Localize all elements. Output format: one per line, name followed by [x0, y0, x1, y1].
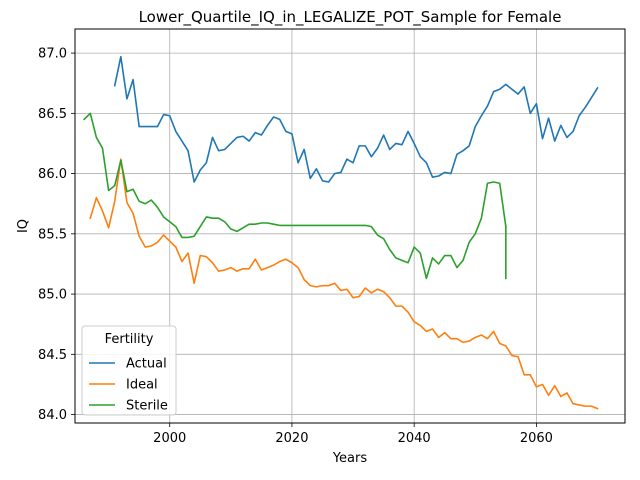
y-tick-label: 84.0: [38, 408, 67, 423]
y-tick-label: 87.0: [38, 47, 67, 62]
y-tick-label: 86.0: [38, 167, 67, 182]
legend-label-ideal: Ideal: [126, 378, 158, 393]
y-axis-ticks: 84.0 84.5 85.0 85.5 86.0 86.5 87.0: [38, 47, 75, 423]
series-lines: [83, 55, 599, 410]
series-line-actual: [113, 55, 599, 183]
chart-title: Lower_Quartile_IQ_in_LEGALIZE_POT_Sample…: [139, 8, 562, 27]
legend: Fertility Actual Ideal Sterile: [81, 325, 177, 416]
y-tick-label: 84.5: [38, 348, 67, 363]
plot-frame: [74, 28, 626, 424]
series-line-sterile: [83, 112, 507, 280]
x-axis-label: Years: [332, 451, 368, 466]
legend-label-actual: Actual: [126, 357, 167, 372]
x-tick-label: 2000: [153, 431, 186, 446]
y-tick-label: 85.0: [38, 288, 67, 303]
y-axis-label: IQ: [16, 219, 31, 233]
y-tick-label: 86.5: [38, 107, 67, 122]
y-tick-label: 85.5: [38, 227, 67, 242]
x-tick-label: 2040: [398, 431, 431, 446]
legend-title: Fertility: [105, 332, 154, 347]
legend-box: [81, 325, 177, 416]
x-axis-ticks: 2000 2020 2040 2060: [153, 423, 553, 446]
series-line-ideal: [89, 158, 599, 410]
x-tick-label: 2060: [520, 431, 553, 446]
legend-label-sterile: Sterile: [126, 399, 168, 414]
x-tick-label: 2020: [275, 431, 308, 446]
